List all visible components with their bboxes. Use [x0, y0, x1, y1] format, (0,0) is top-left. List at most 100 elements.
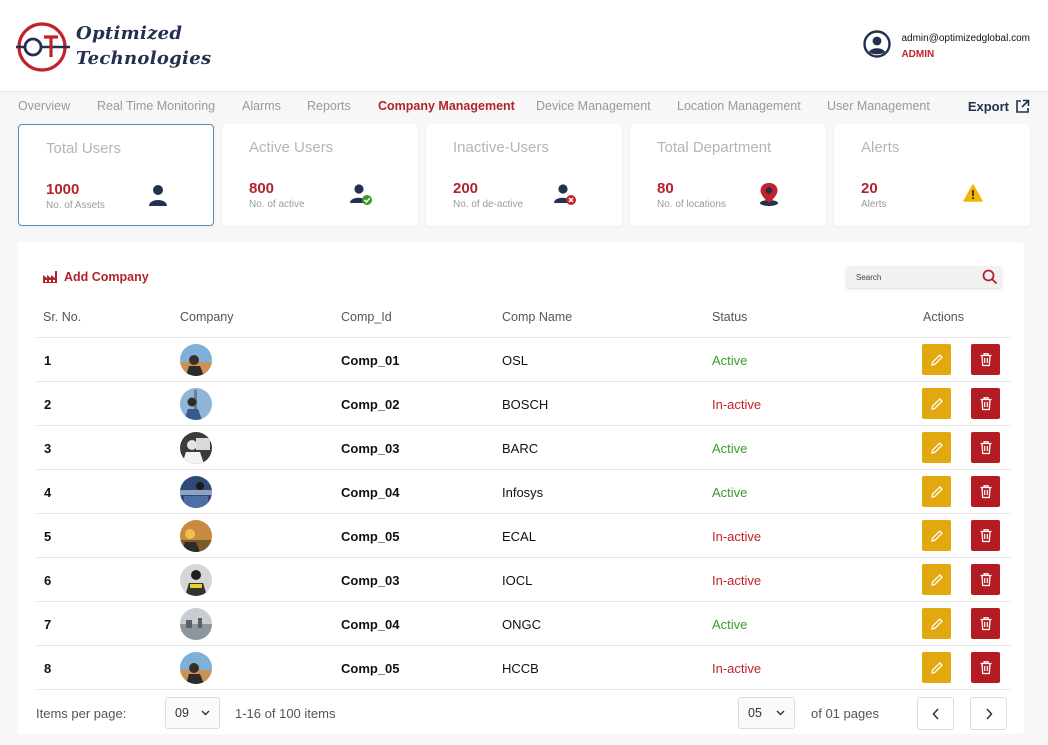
delete-button[interactable] [971, 388, 1000, 419]
cell-sr-no: 3 [44, 441, 52, 456]
cell-comp-id: Comp_03 [341, 441, 400, 456]
add-company-label: Add Company [64, 270, 149, 284]
delete-button[interactable] [971, 344, 1000, 375]
company-avatar[interactable] [180, 344, 212, 376]
company-avatar[interactable] [180, 564, 212, 596]
user-profile[interactable]: admin@optimizedglobal.com ADMIN [863, 30, 1030, 62]
search-icon[interactable] [982, 269, 998, 285]
chevron-down-icon [201, 710, 210, 716]
items-per-page-select[interactable]: 09 [165, 697, 220, 729]
pencil-icon [930, 529, 943, 542]
logo-mark-icon [16, 22, 70, 72]
card-total-users[interactable]: Total Users 1000 No. of Assets [18, 124, 214, 226]
nav-overview[interactable]: Overview [18, 99, 71, 113]
cell-comp-name: IOCL [502, 573, 533, 588]
logo-line-1: Optimized [76, 23, 183, 44]
user-check-icon [350, 184, 372, 205]
company-avatar[interactable] [180, 388, 212, 420]
cell-sr-no: 2 [44, 397, 52, 412]
trash-icon [980, 441, 991, 455]
card-value: 20 [861, 180, 878, 197]
delete-button[interactable] [971, 476, 1000, 507]
edit-button[interactable] [922, 388, 951, 419]
company-avatar[interactable] [180, 476, 212, 508]
page-select[interactable]: 05 [738, 697, 795, 729]
card-title: Inactive-Users [453, 139, 549, 156]
cell-status: Active [712, 485, 748, 500]
cell-status: In-active [712, 573, 762, 588]
edit-button[interactable] [922, 476, 951, 507]
edit-button[interactable] [922, 652, 951, 683]
pencil-icon [930, 353, 943, 366]
company-logo[interactable]: Optimized Technologies [16, 18, 211, 76]
prev-page-button[interactable] [917, 697, 954, 730]
cell-sr-no: 4 [44, 485, 52, 500]
edit-button[interactable] [922, 564, 951, 595]
pencil-icon [930, 661, 943, 674]
trash-icon [980, 485, 991, 499]
delete-button[interactable] [971, 520, 1000, 551]
user-x-icon [554, 184, 576, 205]
user-icon [149, 185, 167, 206]
chevron-right-icon [985, 707, 993, 720]
cell-comp-name: BARC [502, 441, 539, 456]
items-range-text: 1-16 of 100 items [235, 706, 336, 721]
edit-button[interactable] [922, 608, 951, 639]
chevron-left-icon [931, 707, 939, 720]
export-button[interactable]: Export [968, 99, 1030, 114]
company-avatar[interactable] [180, 652, 212, 684]
nav-alarms[interactable]: Alarms [242, 99, 281, 113]
nav-device-management[interactable]: Device Management [536, 99, 651, 113]
delete-button[interactable] [971, 652, 1000, 683]
company-avatar[interactable] [180, 432, 212, 464]
edit-button[interactable] [922, 432, 951, 463]
edit-button[interactable] [922, 520, 951, 551]
card-total-department[interactable]: Total Department 80 No. of locations [630, 124, 826, 226]
items-per-page-value: 09 [175, 706, 189, 720]
search-input[interactable] [846, 266, 1002, 288]
delete-button[interactable] [971, 564, 1000, 595]
external-link-icon [1016, 99, 1030, 113]
items-per-page-label: Items per page: [36, 706, 127, 721]
card-value: 80 [657, 180, 674, 197]
card-subtitle: Alerts [861, 199, 887, 210]
cell-status: In-active [712, 529, 762, 544]
account-circle-icon [863, 30, 892, 58]
user-email: admin@optimizedglobal.com [901, 33, 1030, 44]
company-avatar[interactable] [180, 608, 212, 640]
nav-reports[interactable]: Reports [307, 99, 351, 113]
card-title: Total Department [657, 139, 772, 156]
cell-comp-name: OSL [502, 353, 529, 368]
card-value: 200 [453, 180, 479, 197]
pencil-icon [930, 485, 943, 498]
card-alerts[interactable]: Alerts 20 Alerts [834, 124, 1030, 226]
card-value: 800 [249, 180, 275, 197]
pencil-icon [930, 397, 943, 410]
trash-icon [980, 573, 991, 587]
company-avatar[interactable] [180, 520, 212, 552]
user-role: ADMIN [901, 49, 935, 60]
card-inactive-users[interactable]: Inactive-Users 200 No. of de-active [426, 124, 622, 226]
cell-comp-name: BOSCH [502, 397, 549, 412]
nav-location-management[interactable]: Location Management [677, 99, 801, 113]
card-subtitle: No. of active [249, 199, 305, 210]
delete-button[interactable] [971, 608, 1000, 639]
delete-button[interactable] [971, 432, 1000, 463]
export-label: Export [967, 99, 1009, 114]
header-status: Status [712, 310, 748, 324]
cell-comp-id: Comp_04 [341, 617, 400, 632]
card-title: Total Users [46, 140, 122, 157]
edit-button[interactable] [922, 344, 951, 375]
nav-real-time-monitoring[interactable]: Real Time Monitoring [97, 99, 216, 113]
card-active-users[interactable]: Active Users 800 No. of active [222, 124, 418, 226]
table-row: 3 Comp_03 BARC Active [36, 425, 1011, 469]
next-page-button[interactable] [970, 697, 1007, 730]
cell-status: Active [712, 617, 748, 632]
add-company-button[interactable]: Add Company [42, 270, 149, 284]
trash-icon [980, 661, 991, 675]
factory-icon [43, 271, 57, 283]
header-company: Company [180, 310, 234, 324]
nav-user-management[interactable]: User Management [827, 99, 930, 113]
cell-comp-id: Comp_03 [341, 573, 400, 588]
nav-company-management[interactable]: Company Management [378, 99, 515, 113]
